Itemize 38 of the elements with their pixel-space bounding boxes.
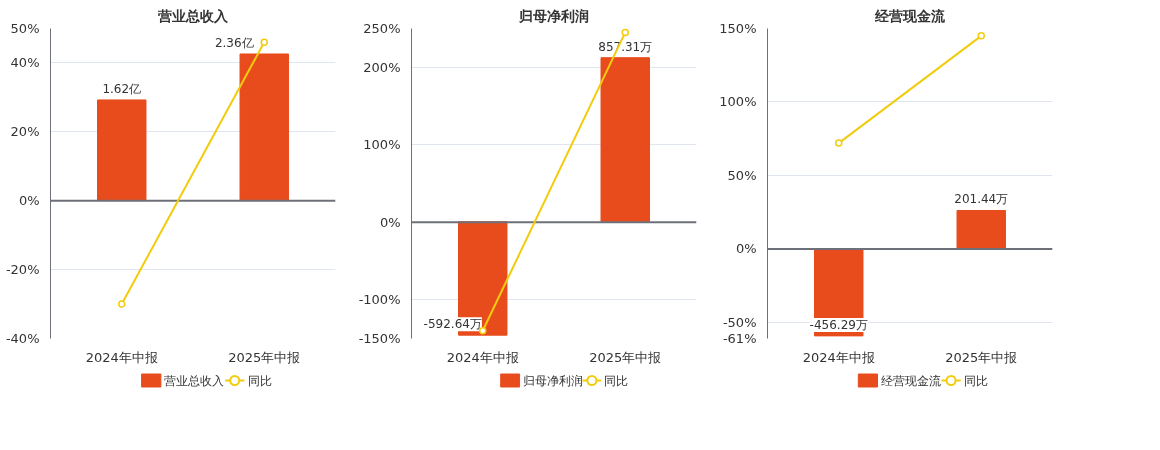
chart-title: 归母净利润 <box>518 7 589 24</box>
y-tick-label: -100% <box>358 292 401 308</box>
y-tick-label: 250% <box>363 21 401 36</box>
legend-label: 营业总收入 <box>164 373 225 388</box>
data-label: 201.44万 <box>954 192 1009 207</box>
chart-title: 营业总收入 <box>157 7 229 24</box>
y-tick-label: -50% <box>722 314 757 330</box>
x-tick-label: 2024年中报 <box>446 349 519 365</box>
x-tick-label: 2025年中报 <box>228 349 301 365</box>
y-tick-label: 20% <box>10 124 40 140</box>
data-label: -592.64万 <box>423 317 482 332</box>
legend-label: 经营现金流 <box>880 373 941 388</box>
y-tick-label: 100% <box>363 137 401 153</box>
y-tick-label: -61% <box>722 331 757 346</box>
legend-label: 同比 <box>963 373 988 388</box>
x-tick-label: 2025年中报 <box>589 349 662 365</box>
y-tick-label: 150% <box>719 21 757 36</box>
y-tick-label: 50% <box>10 21 40 36</box>
y-tick-label: 0% <box>379 214 401 230</box>
y-tick-label: 100% <box>719 94 757 110</box>
y-tick-label: -20% <box>5 262 40 278</box>
y-tick-label: 200% <box>363 59 401 75</box>
y-tick-label: 0% <box>735 241 757 257</box>
y-tick-label: 0% <box>18 193 40 209</box>
data-label: -456.29万 <box>809 317 868 332</box>
chart-title: 经营现金流 <box>874 7 946 24</box>
y-tick-label: -40% <box>5 331 40 346</box>
data-label: 2.36亿 <box>214 35 254 50</box>
legend-label: 同比 <box>247 373 272 388</box>
y-tick-label: -150% <box>358 331 401 346</box>
x-tick-label: 2024年中报 <box>802 349 875 365</box>
legend-label: 归母净利润 <box>522 373 583 388</box>
x-tick-label: 2024年中报 <box>85 349 158 365</box>
legend-label: 同比 <box>604 373 629 388</box>
y-tick-label: 40% <box>10 55 40 71</box>
x-tick-label: 2025年中报 <box>945 349 1018 365</box>
y-tick-label: 50% <box>727 167 757 183</box>
data-label: 1.62亿 <box>102 81 142 96</box>
